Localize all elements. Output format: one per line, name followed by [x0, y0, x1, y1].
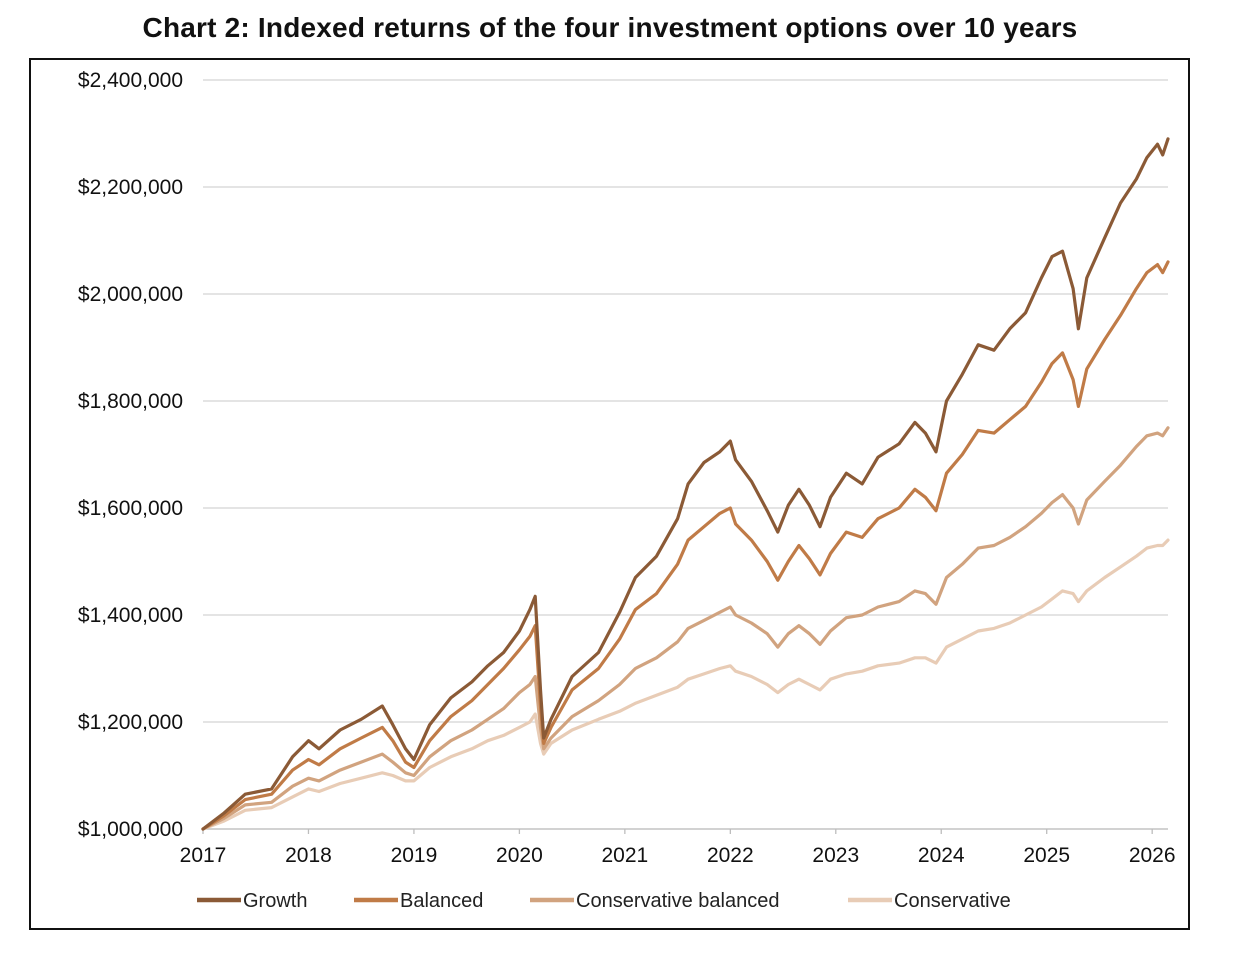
legend-label: Growth — [243, 890, 307, 912]
legend-label: Conservative balanced — [576, 890, 779, 912]
y-tick-label: $1,600,000 — [78, 497, 183, 520]
y-axis-ticks: $1,000,000 $1,200,000 $1,400,000 $1,600,000… — [78, 69, 183, 841]
series-line-conservative — [201, 538, 1170, 831]
x-tick-label: 2026 — [1129, 844, 1176, 867]
y-tick-label: $1,000,000 — [78, 818, 183, 841]
legend-label: Conservative — [894, 890, 1011, 912]
chart-title: Chart 2: Indexed returns of the four inv… — [142, 12, 1078, 43]
y-tick-label: $1,800,000 — [78, 390, 183, 413]
x-tick-label: 2020 — [496, 844, 543, 867]
x-tick-label: 2024 — [918, 844, 965, 867]
series-lines — [201, 137, 1170, 831]
y-tick-label: $1,200,000 — [78, 711, 183, 734]
y-tick-label: $2,200,000 — [78, 176, 183, 199]
series-line-conservative-balanced — [201, 426, 1170, 831]
gridlines — [203, 79, 1168, 830]
y-tick-label: $2,400,000 — [78, 69, 183, 92]
y-tick-label: $1,400,000 — [78, 604, 183, 627]
x-tick-label: 2021 — [601, 844, 648, 867]
legend: Growth Balanced Conservative balanced Conse… — [197, 890, 1011, 912]
x-tick-label: 2019 — [391, 844, 438, 867]
x-tick-label: 2025 — [1023, 844, 1070, 867]
series-line-growth — [201, 137, 1170, 831]
y-tick-label: $2,000,000 — [78, 283, 183, 306]
x-tick-label: 2022 — [707, 844, 754, 867]
chart-frame — [29, 58, 1190, 930]
series-line-balanced — [201, 260, 1170, 831]
x-axis-ticks: 2017 2018 2019 2020 2021 2022 2023 2024 2025 2026 — [180, 828, 1176, 867]
x-tick-label: 2017 — [180, 844, 227, 867]
legend-label: Balanced — [400, 890, 483, 912]
x-tick-label: 2023 — [812, 844, 859, 867]
x-tick-label: 2018 — [285, 844, 332, 867]
